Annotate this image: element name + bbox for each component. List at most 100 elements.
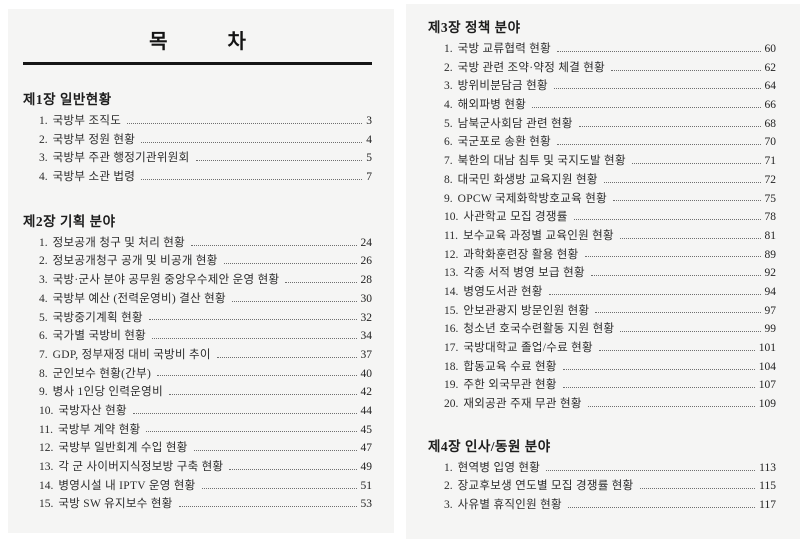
dot-leader xyxy=(546,469,756,471)
entry-number: 16. xyxy=(444,323,459,336)
entry-title: 정보공개청구 공개 및 비공개 현황 xyxy=(52,255,218,268)
entry-number: 15. xyxy=(39,498,54,511)
title-underline-rule xyxy=(23,62,372,65)
entry-page-number: 28 xyxy=(360,274,373,287)
toc-entry: 1. 정보공개 청구 및 처리 현황 24 xyxy=(23,234,372,253)
toc-entry: 7. 북한의 대남 침투 및 국지도발 현황 71 xyxy=(428,152,776,171)
entry-title: 국방부 일반회계 수입 현황 xyxy=(58,442,188,455)
entry-page-number: 4 xyxy=(366,133,372,146)
entry-page-number: 24 xyxy=(360,236,373,249)
entry-page-number: 42 xyxy=(360,386,373,399)
entry-title: 보수교육 과정별 교육인원 현황 xyxy=(462,229,614,242)
entry-title: 주한 외국무관 현황 xyxy=(463,379,557,392)
dot-leader xyxy=(141,178,363,180)
chapter-entries: 1. 국방부 조직도 3 2. 국방부 정원 현황 4 3. 국방부 주관 행정… xyxy=(23,112,372,187)
page-title: 목 차 xyxy=(149,31,246,53)
toc-entry: 10. 사관학교 모집 경쟁률 78 xyxy=(428,208,776,227)
entry-title: 각 군 사이버지식정보방 구축 현황 xyxy=(58,461,224,473)
entry-title: 해외파병 현황 xyxy=(457,99,527,112)
entry-number: 6. xyxy=(444,136,453,149)
entry-number: 14. xyxy=(444,285,459,298)
entry-title: 사관학교 모집 경쟁률 xyxy=(463,211,568,224)
entry-title: 국방부 주관 행정기관위원회 xyxy=(52,152,190,165)
dot-leader xyxy=(168,394,357,396)
dot-leader xyxy=(573,219,761,221)
toc-entry: 3. 국방·군사 분야 공무원 중앙우수제안 운영 현황 28 xyxy=(23,271,372,290)
entry-title: 과학화훈련장 활용 현황 xyxy=(463,248,579,261)
entry-number: 11. xyxy=(444,229,458,242)
entry-page-number: 109 xyxy=(758,398,776,411)
dot-leader xyxy=(598,349,755,351)
entry-number: 14. xyxy=(39,479,54,492)
dot-leader xyxy=(557,50,761,52)
entry-number: 10. xyxy=(39,404,54,417)
entry-number: 3. xyxy=(39,274,48,287)
dot-leader xyxy=(193,450,357,452)
entry-number: 9. xyxy=(39,386,48,399)
toc-sections-left: 제1장 일반현황 1. 국방부 조직도 3 2. 국방부 정원 현황 4 3. … xyxy=(23,90,372,514)
entry-page-number: 64 xyxy=(764,80,777,93)
entry-number: 2. xyxy=(444,61,453,74)
entry-title: 국방·군사 분야 공무원 중앙우수제안 운영 현황 xyxy=(52,274,280,287)
dot-leader xyxy=(152,338,357,340)
entry-title: 대국민 화생방 교육지원 현황 xyxy=(457,173,598,186)
dot-leader xyxy=(132,412,357,414)
entry-number: 3. xyxy=(39,152,48,165)
entry-title: 안보관광지 방문인원 현황 xyxy=(463,304,590,317)
chapter-heading: 제4장 인사/동원 분야 xyxy=(428,438,551,454)
entry-number: 11. xyxy=(39,423,53,436)
entry-number: 4. xyxy=(444,99,453,112)
toc-entry: 9. 병사 1인당 인력운영비 42 xyxy=(23,383,372,402)
dot-leader xyxy=(195,160,363,162)
dot-leader xyxy=(603,181,761,183)
toc-entry: 4. 국방부 예산 (전력운영비) 결산 현황 30 xyxy=(23,290,372,309)
toc-page-right: 제3장 정책 분야 1. 국방 교류협력 현황 60 2. 국방 관련 조약·약… xyxy=(406,4,800,539)
dot-leader xyxy=(191,244,357,246)
entry-page-number: 78 xyxy=(764,211,777,224)
dot-leader xyxy=(562,368,755,370)
toc-entry: 8. 군인보수 현황(간부) 40 xyxy=(23,365,372,384)
toc-entry: 3. 방위비분담금 현황 64 xyxy=(428,77,776,96)
toc-entry: 7. GDP, 정부재정 대비 국방비 추이 37 xyxy=(23,346,372,365)
dot-leader xyxy=(157,375,357,377)
entry-page-number: 115 xyxy=(759,480,776,493)
entry-page-number: 66 xyxy=(764,99,777,112)
entry-number: 2. xyxy=(39,255,48,268)
dot-leader xyxy=(178,506,357,508)
toc-entry: 11. 국방부 계약 현황 45 xyxy=(23,421,372,440)
toc-entry: 6. 국군포로 송환 현황 70 xyxy=(428,133,776,152)
entry-number: 6. xyxy=(39,330,48,343)
entry-page-number: 53 xyxy=(360,498,373,511)
toc-entry: 1. 국방부 조직도 3 xyxy=(23,112,372,131)
entry-page-number: 49 xyxy=(360,461,373,473)
chapter-heading: 제3장 정책 분야 xyxy=(428,20,521,35)
dot-leader xyxy=(613,200,761,202)
dot-leader xyxy=(201,487,357,489)
entry-title: 방위비분담금 현황 xyxy=(457,80,548,93)
dot-leader xyxy=(231,300,357,302)
entry-number: 9. xyxy=(444,192,453,205)
entry-page-number: 60 xyxy=(764,43,777,55)
dot-leader xyxy=(631,162,761,164)
entry-number: 3. xyxy=(444,80,453,93)
dot-leader xyxy=(229,468,357,470)
entry-number: 3. xyxy=(444,499,453,512)
entry-page-number: 89 xyxy=(764,248,777,261)
toc-entry: 3. 국방부 주관 행정기관위원회 5 xyxy=(23,149,372,168)
dot-leader xyxy=(141,141,363,143)
entry-page-number: 5 xyxy=(366,152,372,165)
dot-leader xyxy=(548,293,761,295)
entry-page-number: 40 xyxy=(360,367,373,380)
entry-page-number: 51 xyxy=(360,479,373,492)
toc-entry: 2. 국방 관련 조약·약정 체결 현황 62 xyxy=(428,59,776,78)
entry-page-number: 101 xyxy=(758,342,776,354)
entry-number: 2. xyxy=(444,480,453,493)
entry-title: 정보공개 청구 및 처리 현황 xyxy=(52,236,186,249)
dot-leader xyxy=(595,312,761,314)
entry-page-number: 72 xyxy=(764,173,777,186)
toc-section: 제4장 인사/동원 분야 1. 현역병 입영 현황 113 2. 장교후보생 연… xyxy=(428,437,776,515)
entry-number: 15. xyxy=(444,304,459,317)
entry-number: 1. xyxy=(444,461,453,474)
toc-entry: 9. OPCW 국제화학방호교육 현황 75 xyxy=(428,190,776,209)
toc-entry: 1. 국방 교류협력 현황 60 xyxy=(428,40,776,59)
